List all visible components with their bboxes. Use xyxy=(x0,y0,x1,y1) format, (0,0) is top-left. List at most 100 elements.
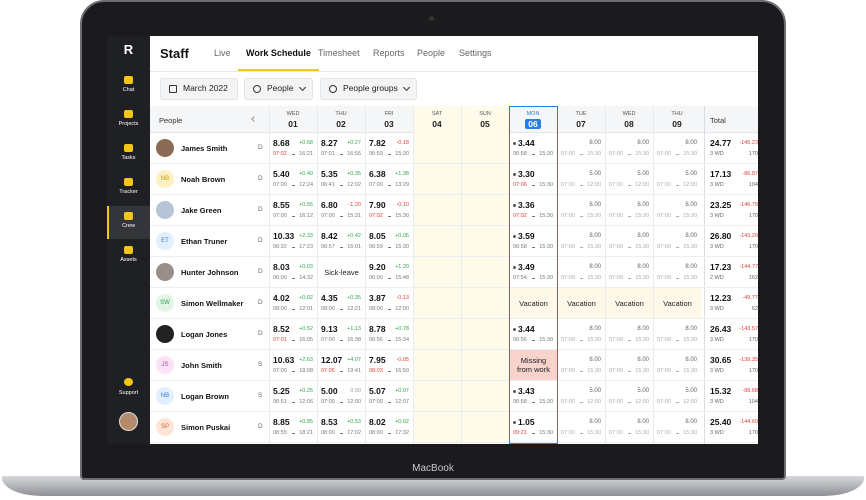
hours-diff: +0.40 xyxy=(299,171,313,177)
day-of-week: FRI xyxy=(384,111,394,117)
nav-label[interactable]: Support xyxy=(118,390,139,396)
end-time: 16:50 xyxy=(395,368,409,374)
time-dash xyxy=(580,154,583,155)
start-time: 07:00 xyxy=(321,337,335,343)
total-diff: -145.23 xyxy=(739,140,758,146)
person-name[interactable]: Jake Green xyxy=(181,206,222,215)
worked-days: 3 WD xyxy=(710,430,724,436)
weekend-column xyxy=(413,106,461,444)
column-border xyxy=(704,106,705,444)
start-time: 09:21 xyxy=(513,430,527,436)
hours: 4.02 xyxy=(273,293,290,303)
start-time: 07:00 xyxy=(609,430,623,436)
end-time: 15:30 xyxy=(395,244,409,250)
person-name[interactable]: Ethan Truner xyxy=(181,237,228,246)
start-time: 07:00 xyxy=(657,430,671,436)
hours-diff: +0.03 xyxy=(299,264,313,270)
nav-tab[interactable]: Reports xyxy=(373,48,405,58)
day-of-week: SAT xyxy=(431,111,443,117)
hours: 8.00 xyxy=(637,419,649,425)
toolbar-button[interactable] xyxy=(320,78,417,100)
time-dash xyxy=(388,340,391,341)
nav-label[interactable]: Crew xyxy=(122,223,135,229)
hours: 8.00 xyxy=(589,419,601,425)
end-time: 15:30 xyxy=(587,337,601,343)
person-name[interactable]: Simon Wellmaker xyxy=(181,299,244,308)
toolbar-button[interactable] xyxy=(160,78,238,100)
nav-icon xyxy=(124,378,133,386)
time-dash xyxy=(580,340,583,341)
avatar xyxy=(156,263,174,281)
avatar xyxy=(156,139,174,157)
end-time: 18:08 xyxy=(299,368,313,374)
end-time: 15:30 xyxy=(587,430,601,436)
time-dash xyxy=(388,154,391,155)
start-time: 07:00 xyxy=(609,337,623,343)
column-border xyxy=(317,106,318,444)
time-dash xyxy=(388,185,391,186)
button-label[interactable]: People xyxy=(267,83,294,93)
hours: 8.00 xyxy=(685,140,697,146)
row-border xyxy=(150,194,758,195)
hours: 5.00 xyxy=(685,388,697,394)
nav-label[interactable]: Tracker xyxy=(119,189,138,195)
nav-tab[interactable]: Live xyxy=(214,48,231,58)
button-label[interactable]: March 2022 xyxy=(183,83,228,93)
nav-label[interactable]: Projects xyxy=(118,121,139,127)
end-time: 12:24 xyxy=(299,182,313,188)
end-time: 18:21 xyxy=(299,430,313,436)
nav-tab[interactable]: Work Schedule xyxy=(246,48,311,58)
time-dash xyxy=(388,247,391,248)
end-time: 15:30 xyxy=(635,151,649,157)
person-name[interactable]: James Smith xyxy=(181,144,228,153)
logo[interactable]: R xyxy=(123,42,134,57)
person-name[interactable]: Noah Brown xyxy=(181,175,226,184)
nav-label[interactable]: Assets xyxy=(120,257,137,263)
hours-diff: +1.13 xyxy=(347,326,361,332)
toolbar-button[interactable] xyxy=(244,78,313,100)
hours-diff: -0.10 xyxy=(396,202,409,208)
person-name[interactable]: Logan Jones xyxy=(181,330,228,339)
start-time: 06:59 xyxy=(369,244,383,250)
hours: 3.59 xyxy=(518,231,535,241)
time-dash xyxy=(388,402,391,403)
time-dash xyxy=(292,309,295,310)
time-dash xyxy=(532,154,535,155)
time-dash xyxy=(388,371,391,372)
start-time: 07:00 xyxy=(561,368,575,374)
hours: 8.85 xyxy=(273,417,290,427)
nav-label[interactable]: Tasks xyxy=(121,155,136,161)
time-dash xyxy=(340,433,343,434)
time-dash xyxy=(340,309,343,310)
time-dash xyxy=(532,340,535,341)
nav-tab[interactable]: Timesheet xyxy=(318,48,360,58)
end-time: 12:21 xyxy=(347,306,361,312)
time-dash xyxy=(532,216,535,217)
end-time: 12:00 xyxy=(635,182,649,188)
time-dash xyxy=(292,371,295,372)
hours-diff: +0.02 xyxy=(299,295,313,301)
nav-tab[interactable]: Settings xyxy=(459,48,492,58)
day-number: 07 xyxy=(576,119,586,129)
nav-icon xyxy=(124,246,133,254)
nav-label[interactable]: Chat xyxy=(122,87,135,93)
start-time: 07:00 xyxy=(609,275,623,281)
user-avatar[interactable] xyxy=(119,412,138,431)
nav-tab[interactable]: People xyxy=(417,48,446,58)
start-time: 07:00 xyxy=(369,399,383,405)
button-label[interactable]: People groups xyxy=(343,83,398,93)
end-time: 15:30 xyxy=(683,213,697,219)
column-border xyxy=(461,106,462,444)
total-hours: 25.40 xyxy=(710,417,732,427)
column-border xyxy=(413,106,414,444)
hours-diff: -0.18 xyxy=(396,140,409,146)
start-time: 06:51 xyxy=(273,399,287,405)
person-name[interactable]: John Smith xyxy=(181,361,222,370)
time-dash xyxy=(340,402,343,403)
person-name[interactable]: Logan Brown xyxy=(181,392,229,401)
row-border xyxy=(150,225,758,226)
person-name[interactable]: Hunter Johnson xyxy=(181,268,239,277)
total-diff: -49.77 xyxy=(742,295,758,301)
person-name[interactable]: Simon Puskai xyxy=(181,423,231,432)
start-time: 08:03 xyxy=(369,368,383,374)
